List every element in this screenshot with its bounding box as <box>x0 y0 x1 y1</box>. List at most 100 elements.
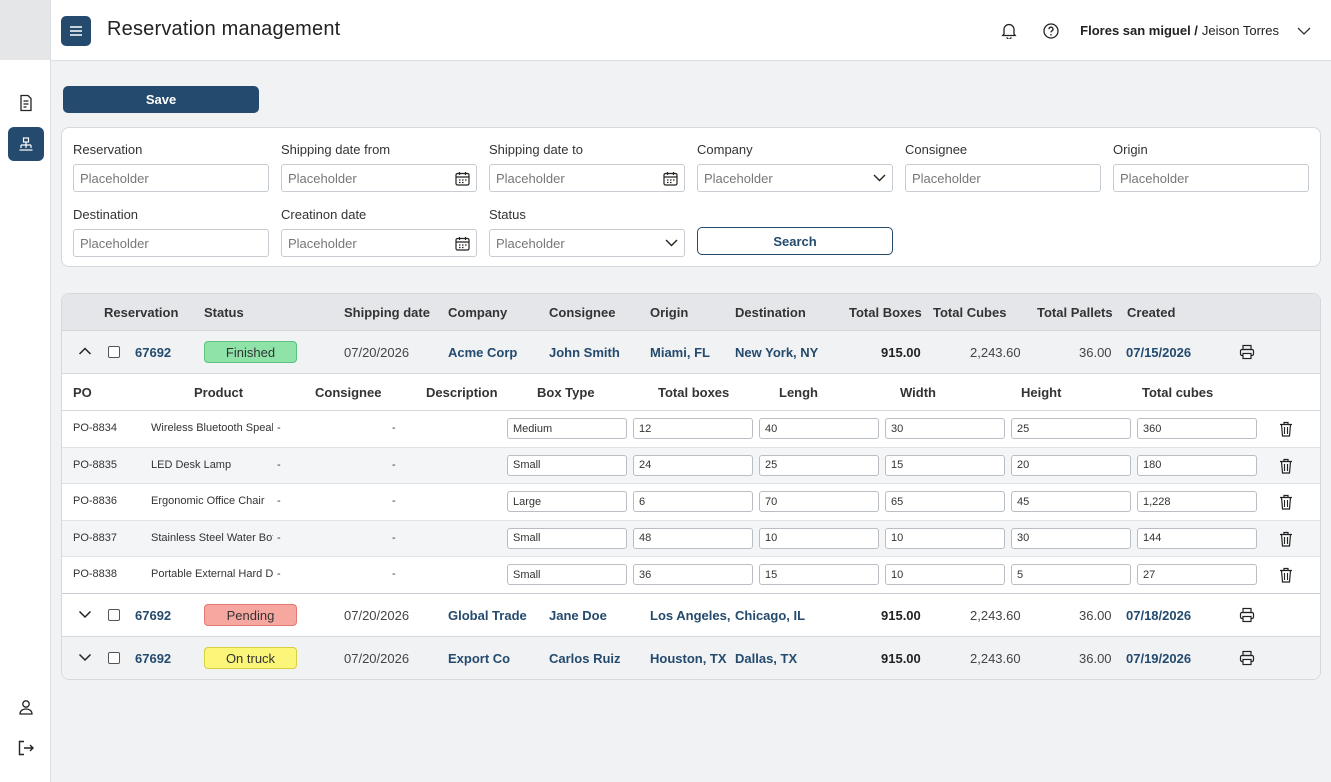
detail-consignee: - <box>277 458 281 471</box>
height-input[interactable]: 25 <box>1011 418 1131 439</box>
trash-icon[interactable] <box>1279 421 1293 437</box>
company-select[interactable]: Placeholder <box>697 164 893 192</box>
calendar-icon[interactable] <box>663 171 678 186</box>
box-type-input[interactable]: Medium <box>507 418 627 439</box>
consignee-input[interactable]: Placeholder <box>905 164 1101 192</box>
printer-icon[interactable] <box>1239 344 1255 360</box>
width-input[interactable]: 65 <box>885 491 1005 512</box>
row-checkbox[interactable] <box>108 346 120 358</box>
trash-icon[interactable] <box>1279 531 1293 547</box>
table-row[interactable]: 67692 On truck 07/20/2026 Export Co Carl… <box>62 637 1320 679</box>
origin-input[interactable]: Placeholder <box>1113 164 1309 192</box>
table-row[interactable]: 67692 Finished 07/20/2026 Acme Corp John… <box>62 331 1320 374</box>
consignee-link[interactable]: Carlos Ruiz <box>549 651 621 666</box>
user-icon[interactable] <box>8 690 44 724</box>
printer-icon[interactable] <box>1239 650 1255 666</box>
box-type-input[interactable]: Small <box>507 527 627 549</box>
height-input[interactable]: 30 <box>1011 527 1131 549</box>
reservation-id[interactable]: 67692 <box>135 651 172 666</box>
help-icon[interactable] <box>1040 20 1062 42</box>
col-total-boxes[interactable]: Total Boxes <box>849 305 922 320</box>
destination-filter-label: Destination <box>73 207 139 222</box>
width-input[interactable]: 15 <box>885 454 1005 476</box>
reservation-id[interactable]: 67692 <box>135 345 172 360</box>
company-link[interactable]: Global Trade <box>448 608 527 623</box>
destination-input[interactable]: Placeholder <box>73 229 269 257</box>
chevron-down-icon[interactable] <box>78 650 92 664</box>
width-input[interactable]: 10 <box>885 527 1005 549</box>
status-select[interactable]: Placeholder <box>489 229 685 257</box>
calendar-icon[interactable] <box>455 236 470 251</box>
status-filter-label: Status <box>489 207 526 222</box>
search-button[interactable]: Search <box>697 227 893 255</box>
shipping-date-to-input[interactable]: Placeholder <box>489 164 685 192</box>
col-created[interactable]: Created <box>1127 305 1176 320</box>
box-type-input[interactable]: Small <box>507 564 627 585</box>
length-input[interactable]: 70 <box>759 491 879 512</box>
length-input[interactable]: 10 <box>759 527 879 549</box>
created-date: 07/18/2026 <box>1126 608 1192 623</box>
length-input[interactable]: 40 <box>759 418 879 439</box>
col-reservation[interactable]: Reservation <box>104 305 179 320</box>
network-icon[interactable] <box>8 127 44 161</box>
company-link[interactable]: Acme Corp <box>448 345 518 360</box>
bell-icon[interactable] <box>998 20 1020 42</box>
shipping-date-from-input[interactable]: Placeholder <box>281 164 477 192</box>
row-checkbox[interactable] <box>108 609 120 621</box>
total-boxes-input[interactable]: 24 <box>633 454 753 476</box>
consignee-link[interactable]: John Smith <box>549 345 620 360</box>
height-input[interactable]: 5 <box>1011 564 1131 585</box>
total-cubes-input[interactable]: 144 <box>1137 527 1257 549</box>
col-consignee[interactable]: Consignee <box>549 305 616 320</box>
reservations-table: Reservation Status Shipping date Company… <box>61 293 1321 680</box>
table-row[interactable]: 67692 Pending 07/20/2026 Global Trade Ja… <box>62 594 1320 637</box>
chevron-down-icon[interactable] <box>1293 20 1315 42</box>
calendar-icon[interactable] <box>455 171 470 186</box>
width-input[interactable]: 30 <box>885 418 1005 439</box>
width-input[interactable]: 10 <box>885 564 1005 585</box>
printer-icon[interactable] <box>1239 607 1255 623</box>
logout-icon[interactable] <box>8 731 44 765</box>
total-cubes-input[interactable]: 360 <box>1137 418 1257 439</box>
chevron-up-icon[interactable] <box>78 344 92 358</box>
col-destination[interactable]: Destination <box>735 305 806 320</box>
company-link[interactable]: Export Co <box>448 651 511 666</box>
length-input[interactable]: 15 <box>759 564 879 585</box>
trash-icon[interactable] <box>1279 458 1293 474</box>
chevron-down-icon[interactable] <box>78 607 92 621</box>
col-status[interactable]: Status <box>204 305 244 320</box>
length-input[interactable]: 25 <box>759 454 879 476</box>
total-boxes: 915.00 <box>881 345 921 360</box>
total-boxes-input[interactable]: 12 <box>633 418 753 439</box>
height-input[interactable]: 20 <box>1011 454 1131 476</box>
trash-icon[interactable] <box>1279 567 1293 583</box>
row-checkbox[interactable] <box>108 652 120 664</box>
box-type-input[interactable]: Large <box>507 491 627 512</box>
po-number: PO-8835 <box>73 458 118 471</box>
total-boxes-input[interactable]: 48 <box>633 527 753 549</box>
total-cubes-input[interactable]: 180 <box>1137 454 1257 476</box>
document-list-icon[interactable] <box>8 86 44 120</box>
col-origin[interactable]: Origin <box>650 305 689 320</box>
total-boxes-input[interactable]: 36 <box>633 564 753 585</box>
box-type-input[interactable]: Small <box>507 454 627 476</box>
total-cubes-input[interactable]: 27 <box>1137 564 1257 585</box>
save-button[interactable]: Save <box>63 86 259 113</box>
col-company[interactable]: Company <box>448 305 508 320</box>
company-filter-label: Company <box>697 142 753 157</box>
col-total-cubes[interactable]: Total Cubes <box>933 305 1007 320</box>
total-cubes-input[interactable]: 1,228 <box>1137 491 1257 512</box>
consignee-link[interactable]: Jane Doe <box>549 608 607 623</box>
reservation-id[interactable]: 67692 <box>135 608 172 623</box>
creation-date-input[interactable]: Placeholder <box>281 229 477 257</box>
trash-icon[interactable] <box>1279 494 1293 510</box>
col-total-pallets[interactable]: Total Pallets <box>1037 305 1113 320</box>
total-boxes-input[interactable]: 6 <box>633 491 753 512</box>
status-badge: On truck <box>204 647 297 669</box>
height-input[interactable]: 45 <box>1011 491 1131 512</box>
col-shipping-date[interactable]: Shipping date <box>344 305 430 320</box>
filter-panel: Reservation Placeholder Shipping date fr… <box>61 127 1321 267</box>
menu-icon[interactable] <box>61 16 91 46</box>
reservation-input[interactable]: Placeholder <box>73 164 269 192</box>
origin: Los Angeles, CA <box>650 608 734 623</box>
